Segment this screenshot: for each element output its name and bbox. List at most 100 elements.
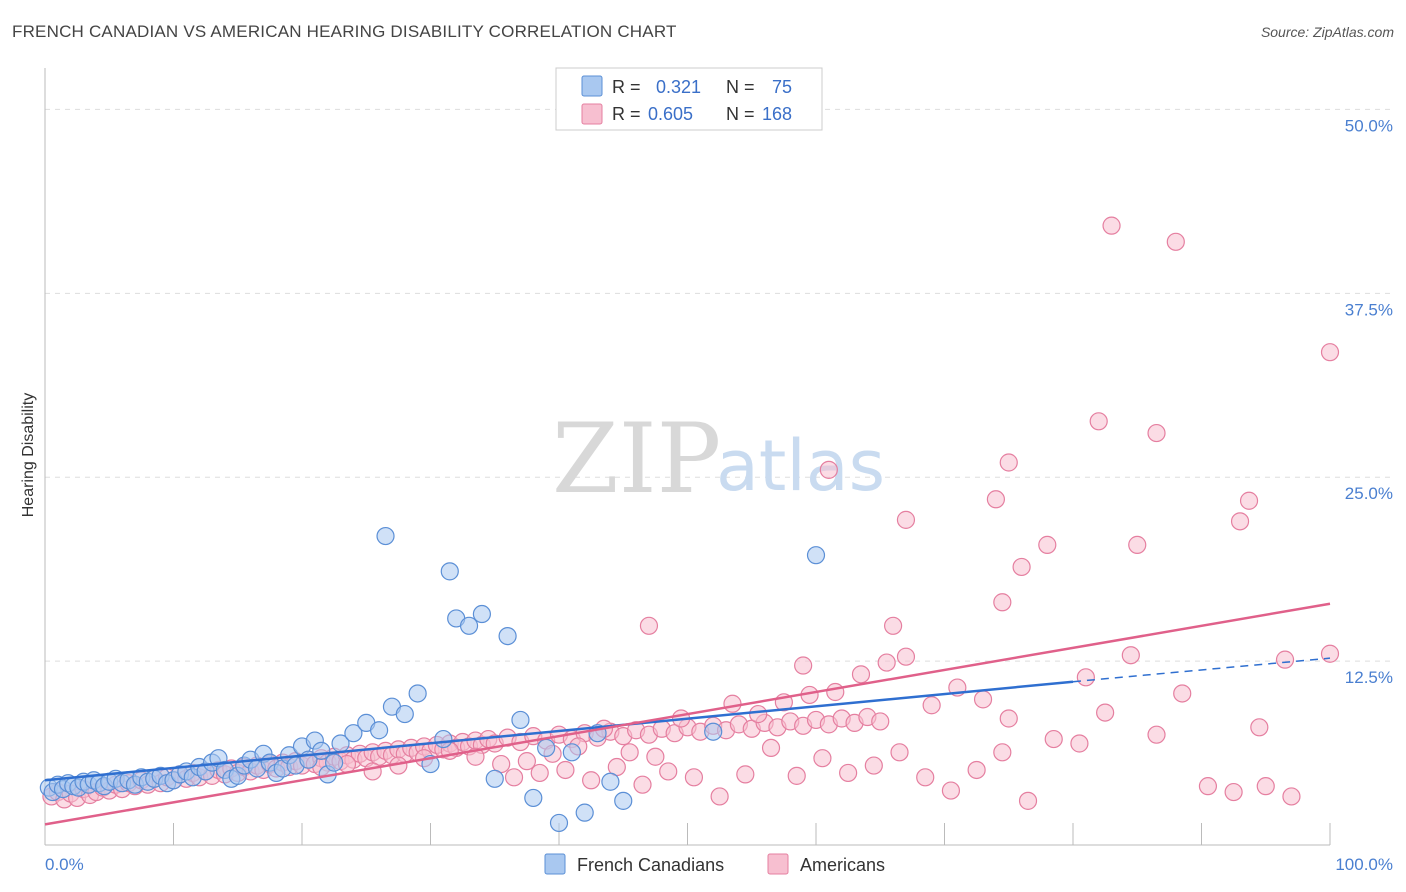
french-canadian-point (704, 722, 723, 741)
american-point (582, 771, 601, 790)
american-point (826, 682, 845, 702)
y-axis-label: Hearing Disability (20, 393, 37, 518)
american-point (986, 490, 1006, 509)
legend-n-label-americans: N = (726, 104, 755, 124)
french-canadian-point (511, 710, 530, 730)
american-point (1038, 535, 1057, 554)
legend-box: R = 0.321 N = 75 R = 0.605 N = 168 (555, 67, 823, 131)
american-point (813, 749, 832, 768)
american-point (1044, 729, 1063, 749)
legend-n-value-french: 75 (772, 77, 792, 97)
french-canadians-trend-line (44, 680, 1074, 782)
american-point (1018, 791, 1038, 810)
american-point (504, 768, 524, 787)
gridlines (45, 108, 1392, 662)
american-point (787, 766, 806, 785)
american-point (1012, 557, 1031, 577)
american-point (839, 763, 858, 783)
american-point (941, 781, 961, 800)
american-point (710, 787, 729, 806)
french-canadians-trend-extension (1072, 657, 1331, 683)
y-tick-label: 37.5% (1345, 300, 1393, 319)
watermark-atlas: atlas (716, 425, 885, 507)
french-canadian-point (524, 788, 543, 808)
legend-n-label-french: N = (726, 77, 755, 97)
american-point (1198, 777, 1218, 796)
french-canadian-point (395, 704, 414, 724)
y-tick-label: 50.0% (1345, 116, 1393, 135)
bottom-legend-label-americans: Americans (800, 855, 885, 875)
american-point (639, 616, 659, 635)
american-point (999, 453, 1018, 472)
french-canadian-point (537, 738, 556, 758)
american-point (999, 709, 1018, 728)
y-tick-labels: 12.5% 25.0% 37.5% 50.0% (1345, 116, 1393, 687)
american-point (851, 665, 871, 684)
american-point (1320, 644, 1340, 663)
french-canadian-point (601, 772, 620, 791)
american-point (890, 743, 909, 762)
legend-r-label-americans: R = (612, 104, 641, 124)
american-point (896, 510, 916, 529)
american-point (1224, 782, 1243, 802)
american-point (530, 763, 549, 783)
american-point (761, 738, 781, 758)
y-tick-label: 25.0% (1345, 484, 1393, 503)
american-point (1147, 423, 1166, 443)
french-canadians-points (39, 526, 826, 833)
french-canadian-point (614, 791, 633, 810)
american-point (1230, 512, 1250, 531)
x-tick-label: 100.0% (1335, 855, 1393, 874)
american-point (967, 760, 986, 780)
american-point (633, 775, 652, 794)
american-point (1147, 725, 1166, 744)
french-canadian-point (408, 684, 427, 703)
french-canadian-point (376, 526, 395, 546)
french-canadian-point (344, 724, 363, 743)
source-label: Source: ZipAtlas.com (1260, 24, 1394, 40)
american-point (819, 460, 838, 479)
bottom-legend: French Canadians Americans (544, 853, 885, 875)
french-canadian-point (370, 721, 389, 740)
american-point (1166, 232, 1185, 251)
french-canadian-point (434, 729, 453, 749)
american-point (620, 743, 639, 762)
american-point (1121, 646, 1140, 665)
american-point (973, 690, 993, 709)
bottom-legend-swatch-americans (767, 853, 789, 875)
french-canadian-point (472, 604, 491, 624)
american-point (1256, 777, 1275, 796)
trend-lines (44, 602, 1331, 826)
american-point (993, 593, 1012, 612)
legend-swatch-americans (581, 103, 603, 125)
american-point (646, 747, 665, 766)
american-point (1089, 412, 1108, 431)
american-point (1102, 216, 1121, 235)
bottom-legend-swatch-french (544, 853, 566, 875)
legend-swatch-french (581, 75, 603, 97)
french-canadian-point (459, 616, 479, 635)
americans-trend-line (44, 602, 1331, 826)
american-point (1250, 718, 1269, 737)
american-point (1320, 343, 1340, 362)
watermark-zip: ZIP (552, 403, 721, 515)
american-point (1173, 684, 1192, 703)
bottom-legend-label-french: French Canadians (577, 855, 724, 875)
legend-n-value-americans: 168 (762, 104, 792, 124)
american-point (871, 712, 890, 731)
american-point (684, 768, 704, 787)
french-canadian-point (806, 546, 826, 565)
american-point (749, 704, 768, 724)
american-point (1282, 787, 1301, 806)
american-point (1076, 668, 1095, 687)
y-tick-label: 12.5% (1345, 668, 1393, 687)
legend-r-label-french: R = (612, 77, 641, 97)
american-point (556, 760, 575, 780)
chart-title: FRENCH CANADIAN VS AMERICAN HEARING DISA… (12, 22, 677, 41)
french-canadian-point (575, 803, 594, 822)
american-point (922, 696, 941, 715)
american-point (1239, 491, 1259, 510)
american-point (466, 747, 485, 766)
american-point (877, 653, 896, 672)
